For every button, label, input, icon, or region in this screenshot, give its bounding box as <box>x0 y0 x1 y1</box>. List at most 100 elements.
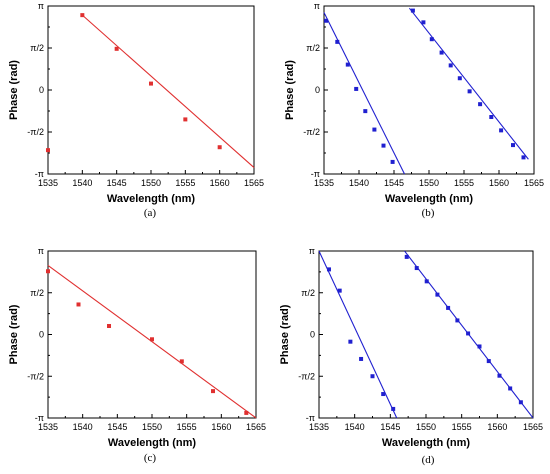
data-point <box>414 266 419 271</box>
x-tick-label: 1540 <box>345 422 365 432</box>
x-tick-label: 1560 <box>487 422 507 432</box>
fit-line <box>47 264 257 419</box>
data-point <box>518 400 523 405</box>
y-tick-label: 0 <box>315 85 320 95</box>
y-axis-label: Phase (rad) <box>279 304 291 364</box>
x-tick-label: 1545 <box>107 178 127 188</box>
data-point <box>324 18 329 23</box>
data-point <box>446 305 451 310</box>
data-point <box>390 159 395 164</box>
data-point <box>149 81 153 86</box>
fit-line <box>408 7 529 160</box>
data-point <box>391 406 396 411</box>
data-point <box>455 318 460 323</box>
x-tick-label: 1535 <box>38 178 58 188</box>
y-tick-label: π <box>309 246 315 256</box>
plot-frame <box>47 5 255 175</box>
data-point <box>497 373 502 378</box>
data-point <box>326 267 331 272</box>
x-axis-label: Wavelength (nm) <box>382 437 471 449</box>
x-tick-label: 1535 <box>38 422 58 432</box>
data-point <box>489 115 494 120</box>
x-tick-label: 1565 <box>523 422 543 432</box>
data-point <box>359 356 364 361</box>
x-axis-label: Wavelength (nm) <box>385 193 474 205</box>
chart-panel-2: 1535 1540 1545 1550 1555 1560 1565 -π -π/2 0 π/2 π W… <box>284 1 544 219</box>
data-point <box>372 127 377 132</box>
data-point <box>370 374 375 379</box>
data-point <box>114 46 119 51</box>
y-tick-label: -π <box>35 413 44 423</box>
data-point <box>244 410 249 415</box>
chart-panel-1: 1535 1540 1545 1550 1555 1560 1565 -π -π/2 0 π/2 π W… <box>8 1 264 219</box>
y-tick-label: 0 <box>39 330 44 340</box>
y-tick-label: -π/2 <box>27 371 44 381</box>
x-tick-label: 1545 <box>380 422 400 432</box>
x-tick-label: 1550 <box>141 178 161 188</box>
fit-line <box>318 250 398 419</box>
y-tick-label: 0 <box>310 330 315 340</box>
data-point <box>217 145 222 150</box>
chart-panel-4: 1535 1540 1545 1550 1555 1560 1565 -π -π/2 0 π/2 π W… <box>279 246 543 466</box>
x-axis-label: Wavelength (nm) <box>108 437 197 449</box>
data-point <box>466 331 471 336</box>
data-point <box>499 128 504 133</box>
y-tick-label: π/2 <box>301 288 315 298</box>
x-tick-label: 1560 <box>211 422 231 432</box>
y-tick-label: π/2 <box>306 43 320 53</box>
data-point <box>457 76 462 81</box>
data-point <box>511 143 515 148</box>
plot-frame <box>318 250 534 419</box>
data-point <box>354 86 359 91</box>
panel-caption: (d) <box>422 454 435 466</box>
data-point <box>46 148 50 153</box>
chart-panel-3: 1535 1540 1545 1550 1555 1560 1565 -π -π/2 0 π/2 π W… <box>8 246 266 464</box>
y-tick-label: π <box>38 1 44 11</box>
data-point <box>76 302 81 307</box>
y-tick-label: -π <box>311 169 320 179</box>
x-tick-label: 1560 <box>489 178 509 188</box>
data-point <box>150 337 154 342</box>
data-point <box>335 39 340 44</box>
x-tick-label: 1540 <box>73 422 93 432</box>
panel-caption: (c) <box>144 452 157 464</box>
data-point <box>381 392 386 397</box>
x-tick-label: 1535 <box>309 422 329 432</box>
data-point <box>381 143 386 148</box>
data-point <box>508 386 513 391</box>
y-tick-label: π/2 <box>30 43 44 53</box>
data-point <box>486 359 491 364</box>
x-tick-label: 1565 <box>246 422 266 432</box>
x-tick-label: 1565 <box>524 178 544 188</box>
y-tick-label: π <box>314 1 320 11</box>
data-point <box>345 62 350 67</box>
data-point <box>521 155 526 160</box>
y-tick-label: π <box>38 246 44 256</box>
x-tick-label: 1550 <box>142 422 162 432</box>
fit-line <box>81 14 255 168</box>
fit-line <box>323 12 405 175</box>
y-tick-label: -π/2 <box>27 127 44 137</box>
data-point <box>429 37 434 42</box>
data-point <box>467 89 472 94</box>
x-axis-label: Wavelength (nm) <box>107 193 196 205</box>
x-tick-label: 1545 <box>384 178 404 188</box>
y-tick-label: -π <box>35 169 44 179</box>
data-point <box>337 288 342 293</box>
x-tick-label: 1550 <box>416 422 436 432</box>
x-tick-label: 1540 <box>349 178 369 188</box>
data-point <box>477 344 482 349</box>
data-point <box>348 339 353 344</box>
x-tick-label: 1565 <box>244 178 264 188</box>
data-point <box>421 20 426 25</box>
data-point <box>80 13 85 18</box>
y-tick-label: π/2 <box>30 288 44 298</box>
x-tick-label: 1550 <box>419 178 439 188</box>
data-point <box>107 323 112 328</box>
y-tick-label: -π <box>306 413 315 423</box>
data-point <box>404 254 409 259</box>
y-axis-label: Phase (rad) <box>8 60 20 120</box>
data-point <box>448 63 453 68</box>
data-point <box>179 359 184 364</box>
plot-frame <box>47 250 257 419</box>
